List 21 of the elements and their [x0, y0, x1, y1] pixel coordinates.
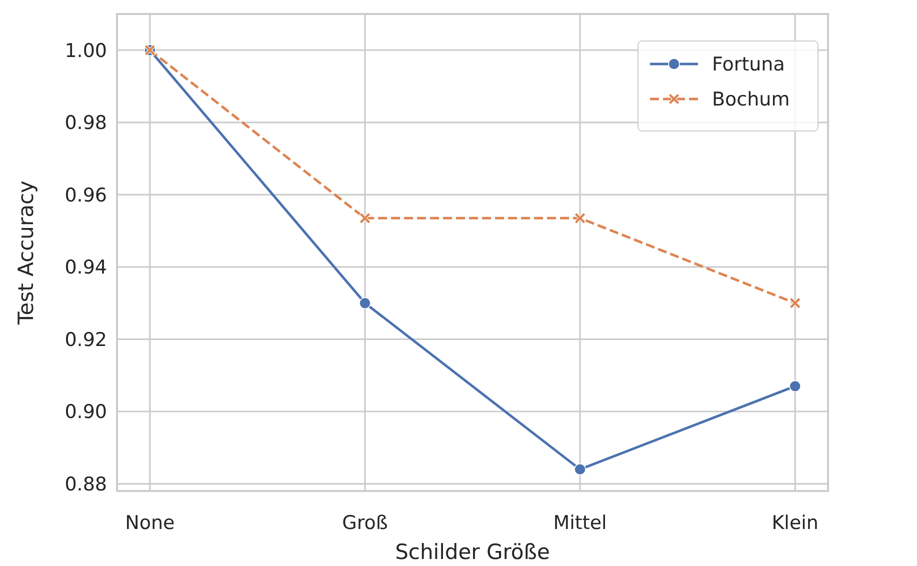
point — [789, 380, 801, 392]
y-tick-label: 1.00 — [64, 40, 107, 62]
y-tick-label: 0.98 — [64, 112, 107, 134]
x-tick-label: None — [125, 512, 175, 534]
legend-label: Fortuna — [712, 54, 785, 76]
x-tick-label: Klein — [772, 512, 818, 534]
y-tick-label: 0.96 — [64, 184, 107, 206]
y-tick-label: 0.92 — [64, 328, 107, 351]
legend-label: Bochum — [712, 88, 790, 111]
point — [574, 212, 586, 224]
y-tick-label: 0.94 — [64, 256, 107, 279]
y-tick-label: 0.88 — [64, 473, 107, 496]
y-axis-title: Test Accuracy — [14, 180, 38, 326]
point — [574, 463, 586, 476]
y-tick-label: 0.90 — [64, 401, 107, 424]
x-axis-title: Schilder Größe — [395, 540, 550, 564]
x-tick-label: Groß — [342, 512, 388, 534]
x-tick-label: Mittel — [553, 512, 607, 534]
point — [359, 212, 371, 224]
point — [359, 297, 371, 309]
point — [789, 297, 801, 309]
